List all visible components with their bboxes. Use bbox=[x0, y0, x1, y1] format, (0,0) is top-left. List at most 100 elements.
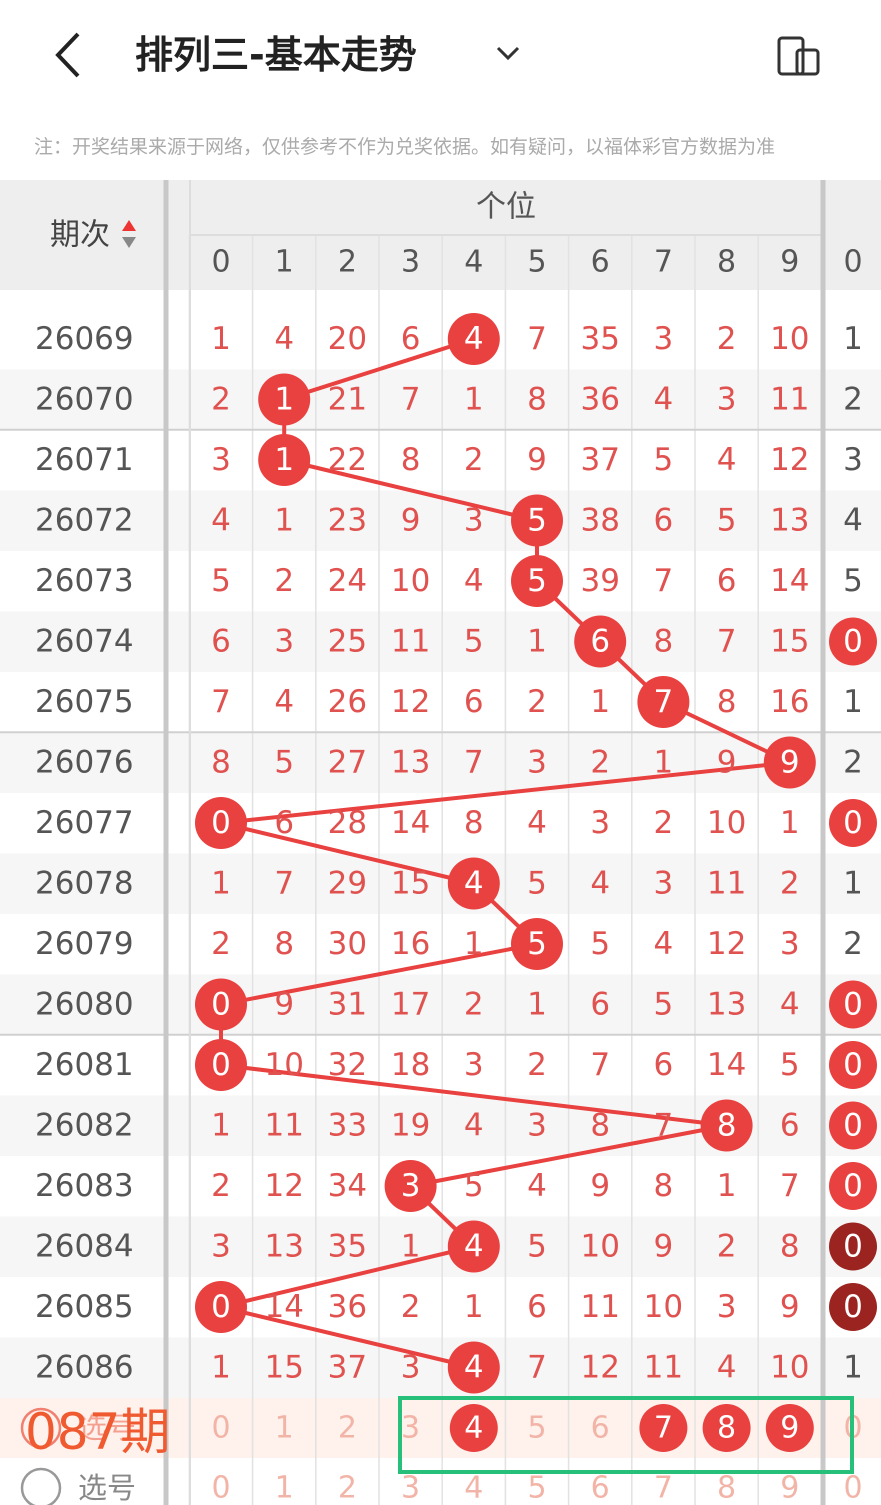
extra: 1 bbox=[843, 1350, 863, 1386]
digit-header: 2 bbox=[338, 245, 357, 280]
ball-number: 4 bbox=[464, 1350, 484, 1386]
miss-count: 26 bbox=[328, 684, 367, 720]
miss-count: 14 bbox=[707, 1047, 746, 1083]
extra: 0 bbox=[843, 1229, 863, 1265]
select-label: 选号 bbox=[78, 1411, 136, 1445]
miss-count: 2 bbox=[717, 1229, 737, 1265]
row-bg bbox=[0, 974, 881, 1035]
extra-ball bbox=[829, 617, 877, 666]
extra-ball bbox=[829, 1041, 877, 1089]
back-button[interactable] bbox=[55, 32, 80, 78]
miss-count: 8 bbox=[527, 382, 547, 418]
miss-count: 8 bbox=[654, 1168, 674, 1204]
miss-count: 2 bbox=[527, 1047, 547, 1083]
miss-count: 2 bbox=[527, 684, 547, 720]
miss-count: 15 bbox=[391, 866, 430, 902]
extra: 1 bbox=[843, 866, 863, 902]
select-digit: 3 bbox=[401, 1411, 420, 1446]
ball-number: 5 bbox=[527, 503, 547, 539]
row-bg bbox=[0, 369, 881, 430]
miss-count: 8 bbox=[654, 624, 674, 660]
miss-count: 20 bbox=[328, 321, 367, 357]
miss-count: 3 bbox=[780, 926, 800, 962]
miss-count: 4 bbox=[527, 1168, 547, 1204]
row-bg bbox=[0, 732, 881, 793]
miss-count: 7 bbox=[464, 745, 484, 781]
miss-count: 4 bbox=[717, 442, 737, 478]
miss-count: 5 bbox=[654, 442, 674, 478]
select-label: 选号 bbox=[78, 1471, 136, 1505]
issue: 26078 bbox=[35, 866, 134, 902]
select-digit: 6 bbox=[591, 1471, 610, 1505]
extra: 5 bbox=[843, 563, 863, 599]
miss-count: 7 bbox=[654, 1108, 674, 1144]
miss-count: 4 bbox=[654, 382, 674, 418]
ball bbox=[574, 615, 627, 668]
switch-icon[interactable] bbox=[777, 36, 820, 76]
issue: 26069 bbox=[35, 321, 134, 357]
ball-number: 9 bbox=[780, 745, 800, 781]
miss-count: 6 bbox=[654, 1047, 674, 1083]
miss-count: 3 bbox=[527, 745, 547, 781]
issue: 26084 bbox=[35, 1229, 134, 1265]
miss-count: 22 bbox=[328, 442, 367, 478]
miss-count: 6 bbox=[780, 1108, 800, 1144]
miss-count: 5 bbox=[654, 987, 674, 1023]
select-digit: 9 bbox=[780, 1471, 799, 1505]
miss-count: 14 bbox=[770, 563, 809, 599]
select-extra: 0 bbox=[843, 1471, 862, 1505]
digit-header: 6 bbox=[591, 245, 610, 280]
miss-count: 1 bbox=[274, 503, 294, 539]
ball-number: 1 bbox=[274, 382, 294, 418]
miss-count: 8 bbox=[780, 1229, 800, 1265]
miss-count: 38 bbox=[580, 503, 619, 539]
miss-count: 6 bbox=[717, 563, 737, 599]
miss-count: 12 bbox=[770, 442, 809, 478]
picked-ball bbox=[765, 1404, 814, 1452]
miss-count: 7 bbox=[654, 563, 674, 599]
extra-ball bbox=[829, 980, 877, 1029]
miss-count: 10 bbox=[707, 805, 746, 841]
miss-count: 16 bbox=[391, 926, 430, 962]
miss-count: 30 bbox=[328, 926, 367, 962]
miss-count: 5 bbox=[464, 1168, 484, 1204]
miss-count: 39 bbox=[580, 563, 619, 599]
ball-number: 1 bbox=[274, 442, 294, 478]
notice: 注：开奖结果来源于网络，仅供参考不作为兑奖依据。如有疑问，以福体彩官方数据为准 bbox=[34, 136, 775, 158]
miss-count: 23 bbox=[328, 503, 367, 539]
miss-count: 1 bbox=[211, 321, 231, 357]
extra-ball bbox=[829, 1162, 877, 1210]
miss-count: 9 bbox=[401, 503, 421, 539]
miss-count: 9 bbox=[274, 987, 294, 1023]
ball-number: 0 bbox=[211, 1047, 231, 1083]
select-radio bbox=[20, 1407, 62, 1449]
miss-count: 11 bbox=[707, 866, 746, 902]
miss-count: 1 bbox=[717, 1168, 737, 1204]
miss-count: 7 bbox=[527, 321, 547, 357]
ball-number: 0 bbox=[211, 1289, 231, 1325]
miss-count: 37 bbox=[580, 442, 619, 478]
ball bbox=[700, 1099, 753, 1152]
digit-header: 7 bbox=[654, 245, 673, 280]
issue: 26073 bbox=[35, 563, 134, 599]
miss-count: 12 bbox=[580, 1350, 619, 1386]
ball bbox=[195, 1039, 247, 1091]
extra: 2 bbox=[843, 745, 863, 781]
miss-count: 10 bbox=[644, 1289, 683, 1325]
ball bbox=[447, 1220, 500, 1273]
ball bbox=[195, 1281, 247, 1333]
issue: 26074 bbox=[35, 624, 134, 660]
miss-count: 6 bbox=[464, 684, 484, 720]
dropdown[interactable] bbox=[496, 46, 520, 61]
miss-count: 36 bbox=[580, 382, 619, 418]
issue: 26071 bbox=[35, 442, 134, 478]
miss-count: 5 bbox=[780, 1047, 800, 1083]
ball-number: 4 bbox=[464, 866, 484, 902]
miss-count: 31 bbox=[328, 987, 367, 1023]
row-bg bbox=[0, 1216, 881, 1277]
miss-count: 6 bbox=[527, 1289, 547, 1325]
miss-count: 3 bbox=[654, 866, 674, 902]
miss-count: 4 bbox=[590, 866, 610, 902]
